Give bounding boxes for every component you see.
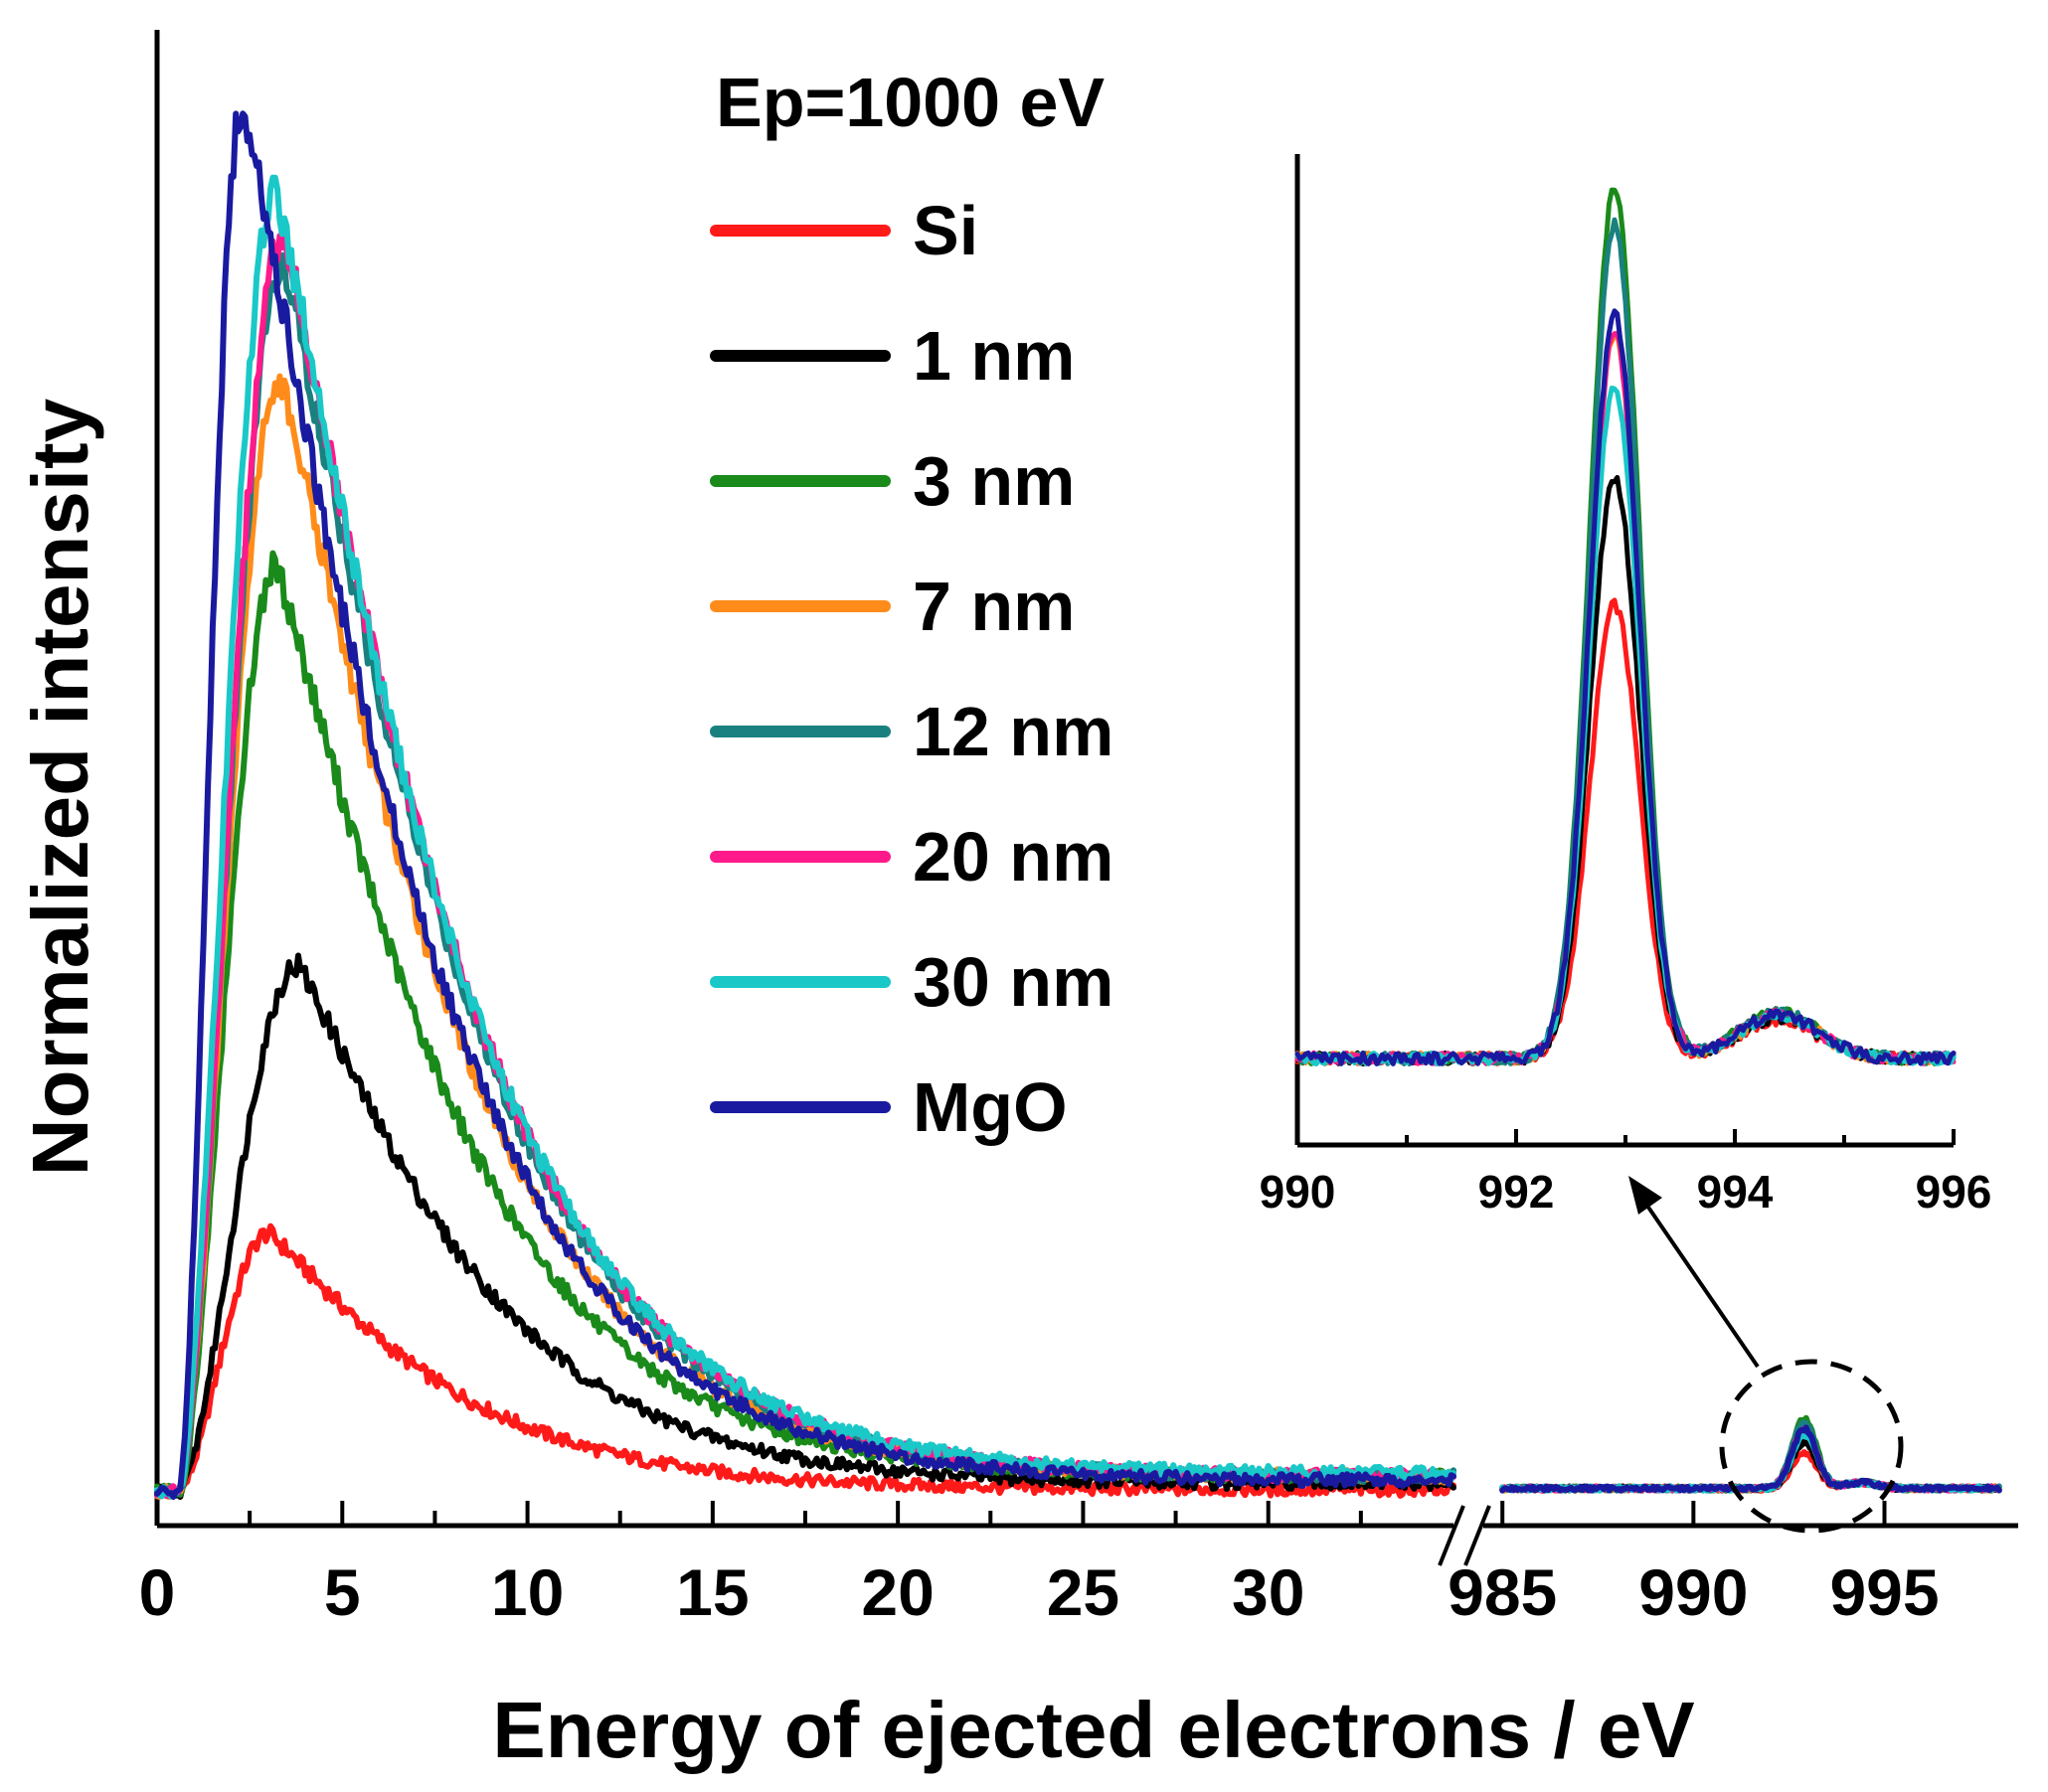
inset-x-tick-label: 994 [1697,1166,1774,1218]
series-line-12-nm-elastic [1499,1419,2002,1494]
legend-label: 3 nm [913,442,1075,520]
legend-label: 20 nm [913,818,1113,896]
zoom-annotation [1628,1176,1904,1534]
series-line-mgo [154,110,1456,1500]
x-axis-title: Energy of ejected electrons / eV [492,1686,1694,1774]
zoom-arrow-head [1628,1176,1662,1215]
inset-series-line-si [1294,597,1957,1066]
x-tick-label: 985 [1448,1555,1557,1629]
legend-label: Si [913,192,978,269]
inset-x-tick-label: 996 [1916,1166,1992,1218]
axis-break-mark [1463,1505,1491,1566]
x-tick-label: 25 [1047,1555,1119,1629]
inset-series-line-1-nm [1294,474,1957,1066]
inset-series [1294,187,1957,1066]
main-ticks: 0 5 10 15 20 25 30 985 990 995 [139,1501,1940,1629]
series-line-1-nm [154,952,1456,1500]
series-line-7-nm-elastic [1499,1425,2002,1494]
x-tick-label: 5 [324,1555,361,1629]
legend-label: MgO [913,1068,1068,1146]
zoom-arrow-line [1636,1191,1760,1369]
series-line-20-nm-elastic [1499,1425,2002,1494]
main-axes [154,30,2018,1566]
x-tick-label: 0 [139,1555,176,1629]
inset-series-line-30-nm [1294,385,1957,1066]
series-line-30-nm-elastic [1499,1429,2002,1494]
legend: Ep=1000 eV Si 1 nm 3 nm 7 nm 12 nm 20 nm 30 nm… [710,64,1113,1146]
inset-ticks: 990 992 994 996 [1260,1129,1992,1218]
inset-x-tick-label: 992 [1478,1166,1555,1218]
inset-chart: 990 992 994 996 [1260,154,1992,1218]
legend-label: 7 nm [913,568,1075,645]
x-tick-label: 30 [1232,1555,1304,1629]
axis-break-marks [1438,1505,1491,1566]
series-line-1-nm-elastic [1499,1438,2002,1494]
legend-items: Si 1 nm 3 nm 7 nm 12 nm 20 nm 30 nm MgO [710,192,1113,1146]
x-tick-label: 995 [1829,1555,1939,1629]
main-series [154,110,2002,1501]
x-tick-label: 990 [1638,1555,1748,1629]
series-line-30-nm [154,174,1456,1500]
series-line-3-nm-elastic [1499,1414,2002,1494]
x-tick-label: 20 [861,1555,934,1629]
y-axis-title: Normalized intensity [16,398,104,1176]
series-line-mgo-elastic [1499,1424,2002,1494]
legend-title: Ep=1000 eV [716,64,1105,141]
legend-label: 12 nm [913,693,1113,770]
x-tick-label: 15 [676,1555,749,1629]
dashed-zoom-circle [1719,1359,1904,1534]
x-tick-label: 10 [491,1555,564,1629]
axis-break-mark [1438,1505,1465,1566]
inset-series-line-mgo [1294,308,1957,1066]
legend-label: 1 nm [913,317,1075,395]
inset-x-tick-label: 990 [1260,1166,1336,1218]
legend-label: 30 nm [913,943,1113,1021]
